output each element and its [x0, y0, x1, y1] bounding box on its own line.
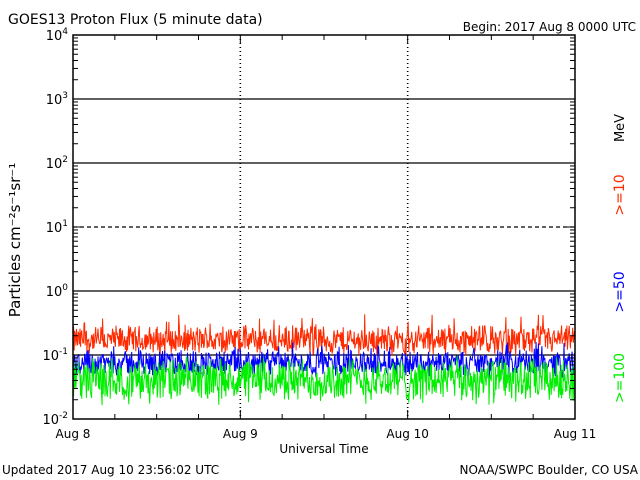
y-tick-label: 103: [46, 91, 68, 108]
y-tick-label: 104: [46, 27, 69, 44]
x-tick-labels: Aug 8 Aug 9 Aug 10 Aug 11: [56, 427, 597, 441]
legend-unit: MeV: [613, 114, 628, 142]
x-tick-label: Aug 8: [56, 427, 91, 441]
credit-text: NOAA/SWPC Boulder, CO USA: [460, 463, 639, 477]
legend-entry: >=10: [612, 174, 628, 215]
legend: >=10 >=50 >=100 MeV: [612, 114, 628, 403]
y-tick-label: 10-2: [42, 411, 68, 428]
x-tick-label: Aug 11: [554, 427, 597, 441]
grid-lines: [73, 35, 575, 419]
data-series: [72, 314, 576, 406]
y-tick-label: 102: [46, 155, 68, 172]
y-axis-label: Particles cm⁻²s⁻¹sr⁻¹: [6, 163, 24, 317]
begin-time: Begin: 2017 Aug 8 0000 UTC: [463, 20, 636, 34]
chart-title: GOES13 Proton Flux (5 minute data): [8, 12, 263, 28]
legend-entry: >=100: [612, 353, 628, 403]
x-tick-label: Aug 10: [386, 427, 429, 441]
y-tick-label: 10-1: [42, 347, 68, 364]
y-tick-label: 100: [46, 283, 69, 300]
x-axis-label: Universal Time: [279, 442, 368, 456]
y-tick-labels: 10-2 10-1 100 101 102 103 104: [42, 27, 68, 428]
series-line: [72, 314, 576, 357]
updated-time: Updated 2017 Aug 10 23:56:02 UTC: [2, 463, 219, 477]
x-tick-label: Aug 9: [223, 427, 258, 441]
series-line: [72, 342, 576, 379]
axis-ticks: [72, 35, 576, 420]
legend-entry: >=50: [612, 271, 628, 312]
series-line: [72, 356, 576, 406]
y-tick-label: 101: [46, 219, 68, 236]
